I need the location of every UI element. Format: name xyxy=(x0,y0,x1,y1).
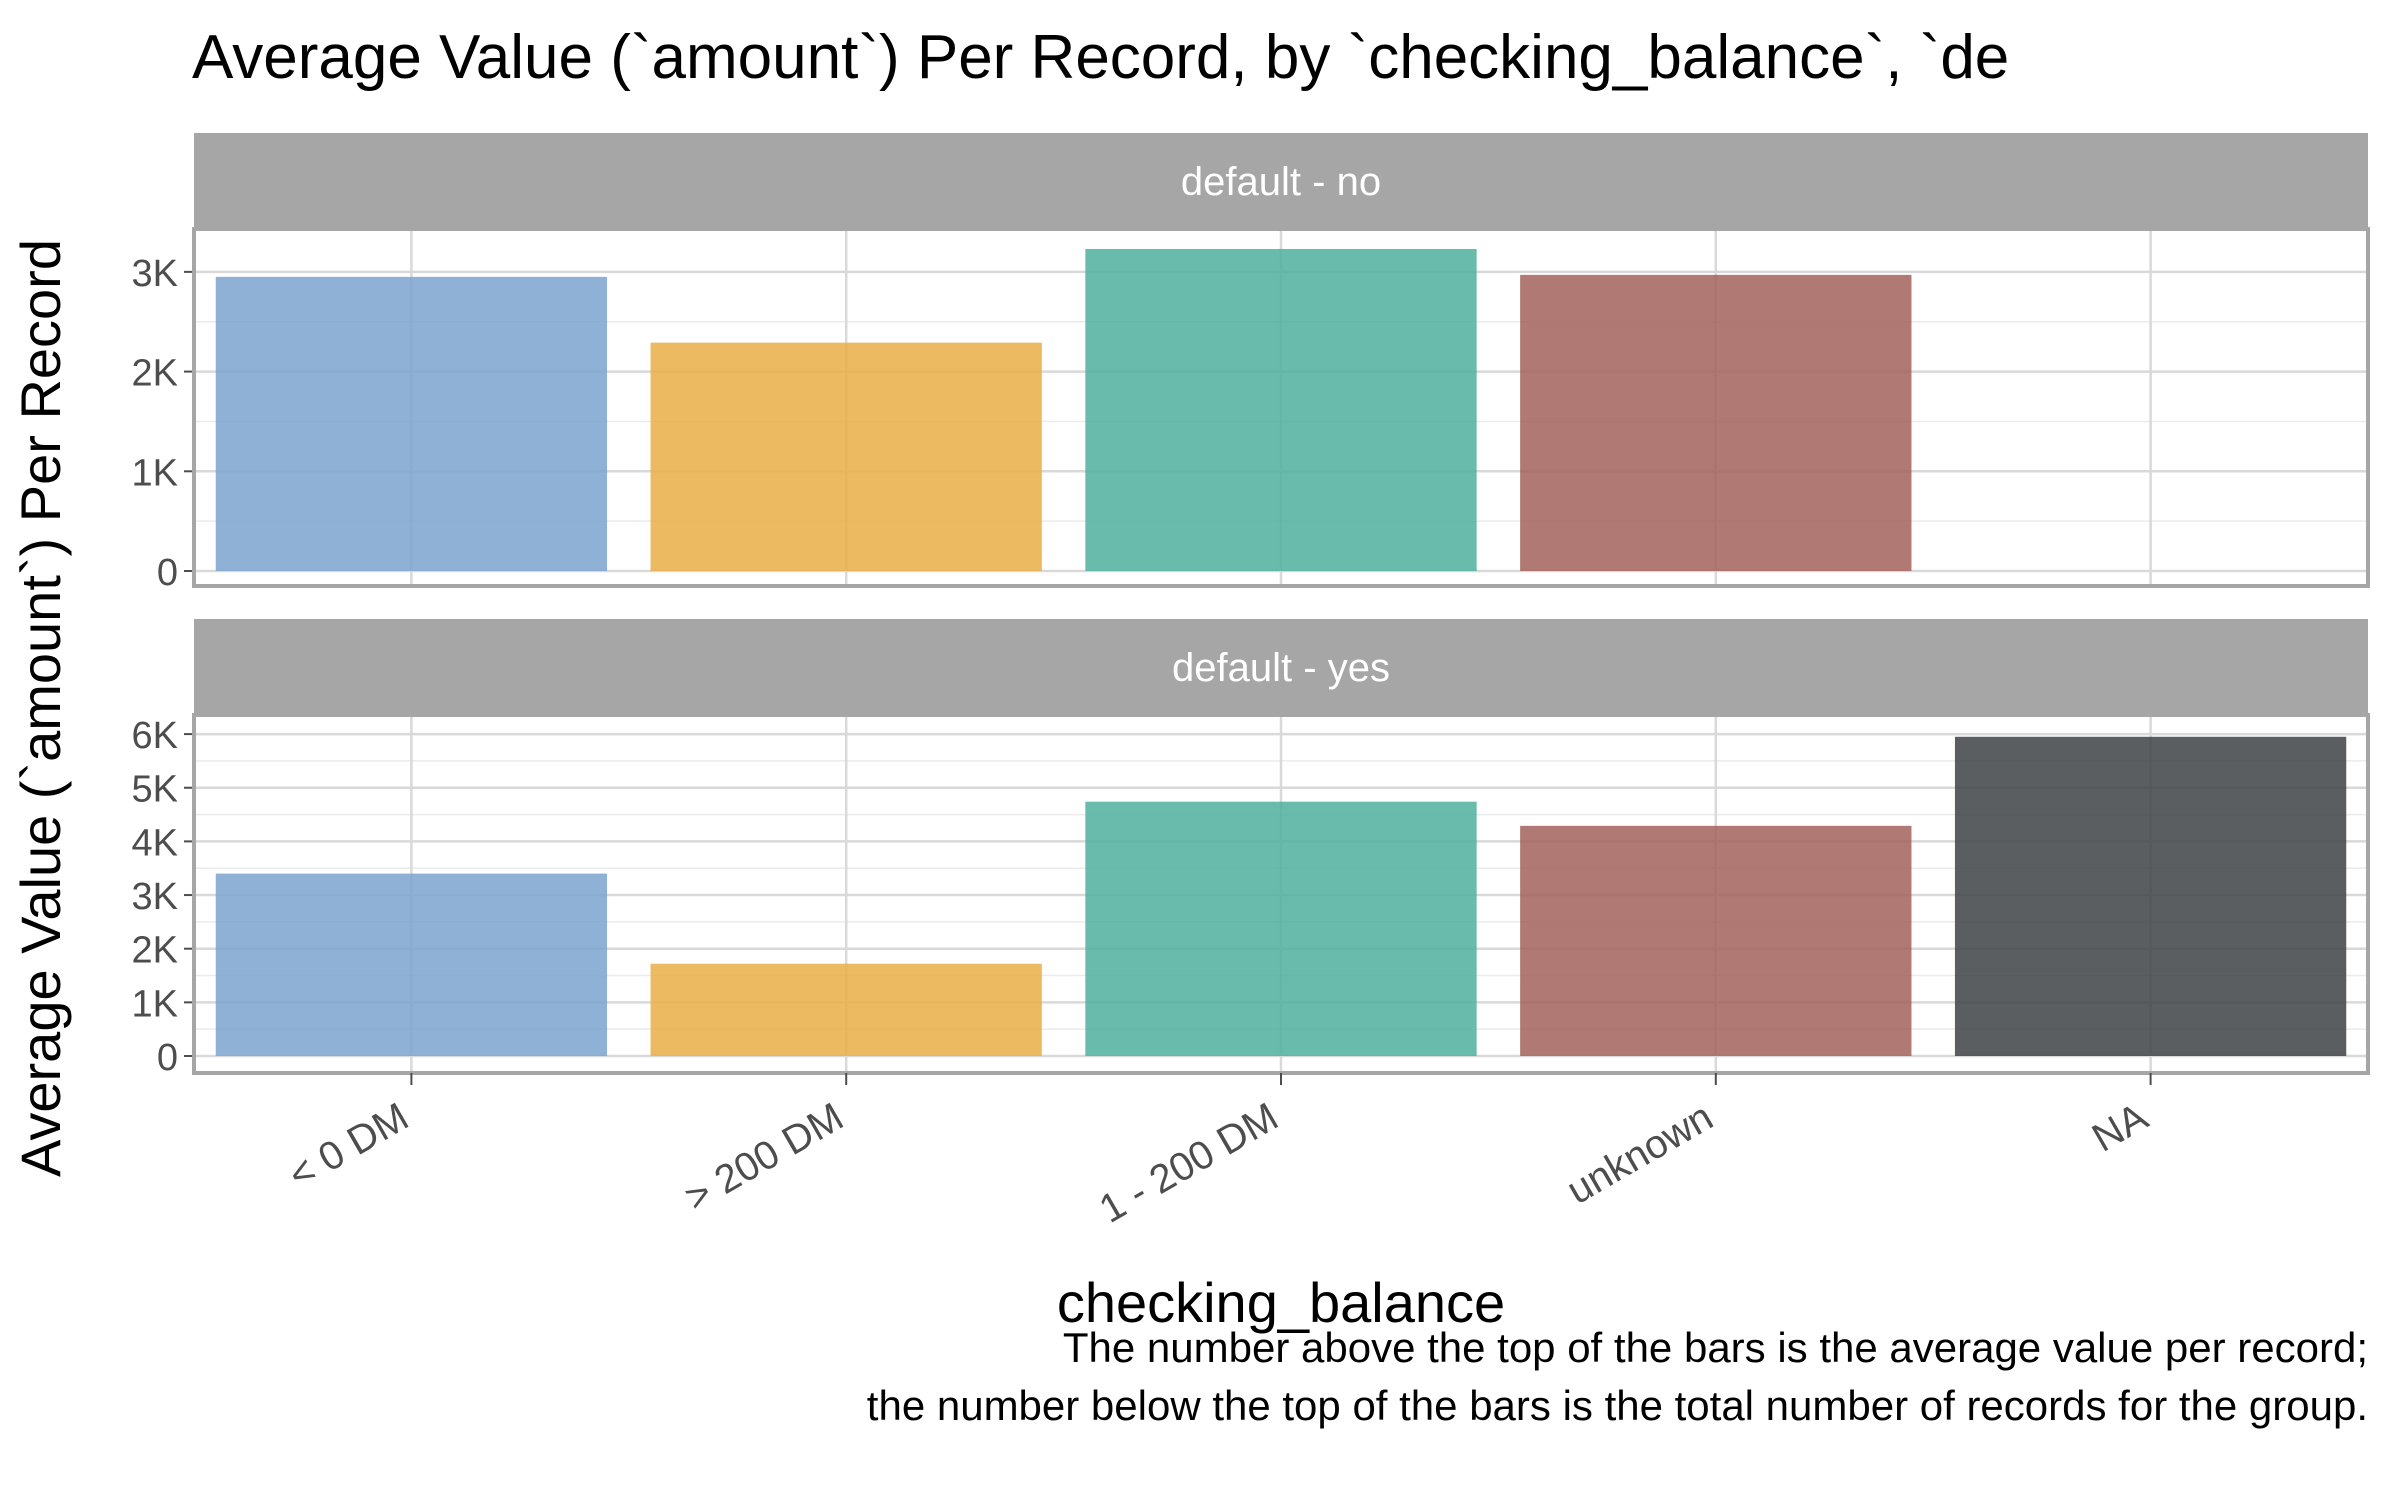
y-axis-label: Average Value (`amount`) Per Record xyxy=(9,239,72,1177)
panel-border xyxy=(192,227,2370,588)
y-tick-label: 5K xyxy=(132,769,178,811)
caption-line-2: the number below the top of the bars is … xyxy=(867,1382,2368,1429)
bar-unknown xyxy=(1520,274,1912,571)
y-tick-label: 2K xyxy=(132,930,178,972)
bar-na xyxy=(1954,736,2347,1056)
x-tick-label: < 0 DM xyxy=(281,1095,416,1198)
y-tick-label: 6K xyxy=(132,715,178,757)
x-tick-label: > 200 DM xyxy=(678,1095,851,1220)
facet-strip-label: default - no xyxy=(1181,160,1381,204)
bar-200-dm xyxy=(650,342,1042,571)
facet-panel-2: default - yes 0 1K 2K 3K 4K 5K 6K xyxy=(132,619,2370,1079)
y-tick-label: 1K xyxy=(132,452,178,494)
x-axis-label: checking_balance xyxy=(1057,1271,1505,1334)
bar-200-dm xyxy=(650,963,1042,1056)
y-tick-label: 3K xyxy=(132,876,178,918)
y-tick-label: 2K xyxy=(132,353,178,395)
chart-title: Average Value (`amount`) Per Record, by … xyxy=(192,23,2009,92)
y-tick-label: 0 xyxy=(157,1037,178,1079)
facet-strip-label: default - yes xyxy=(1172,646,1390,690)
y-tick-label: 0 xyxy=(157,552,178,594)
x-tick-label: unknown xyxy=(1560,1095,1721,1213)
x-tick-label: NA xyxy=(2085,1095,2155,1161)
y-tick-label: 3K xyxy=(132,253,178,295)
bar-unknown xyxy=(1520,825,1912,1056)
caption-line-1: The number above the top of the bars is … xyxy=(1063,1324,2368,1371)
facet-strip xyxy=(194,133,2368,229)
y-tick-label: 4K xyxy=(132,822,178,864)
y-tick-label: 1K xyxy=(132,983,178,1025)
bar-1-200-dm xyxy=(1085,801,1477,1056)
facet-panel-1: default - no 0 1K 2K 3K xyxy=(132,133,2370,594)
x-tick-label: 1 - 200 DM xyxy=(1092,1095,1285,1232)
bar-1-200-dm xyxy=(1085,248,1477,571)
facet-strip xyxy=(194,619,2368,715)
bar-0-dm xyxy=(215,873,608,1056)
bar-0-dm xyxy=(215,276,608,571)
facet-panels: default - no 0 1K 2K 3K default - yes 0 1K 2K 3K 4… xyxy=(132,133,2370,1079)
x-axis-ticks: < 0 DM > 200 DM 1 - 200 DM unknown NA xyxy=(281,1073,2155,1232)
